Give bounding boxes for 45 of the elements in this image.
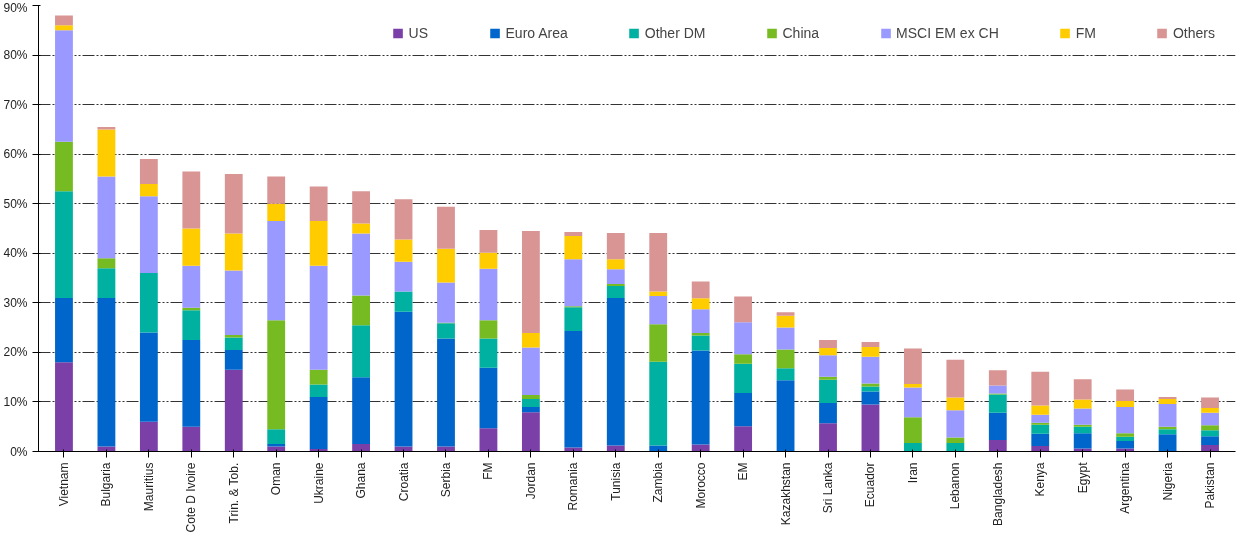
x-tick-label: Egypt <box>1075 461 1090 494</box>
y-tick-label: 90% <box>3 0 28 15</box>
legend-label: US <box>408 25 429 41</box>
x-tick-label: Pakistan <box>1203 462 1218 509</box>
x-tick-label: Kazakhstan <box>778 462 793 526</box>
x-tick-label: Jordan <box>523 462 538 500</box>
legend-label: Other DM <box>644 25 706 41</box>
x-tick-label: Bulgaria <box>99 462 114 507</box>
y-tick-label: 10% <box>3 394 28 409</box>
x-tick-label: Ecuador <box>863 462 878 508</box>
x-tick-label: Ukraine <box>311 462 326 504</box>
x-tick-label: Sri Lanka <box>821 462 836 514</box>
x-tick-label: Mauritius <box>141 462 156 512</box>
x-tick-label: Ghana <box>354 462 369 499</box>
y-tick-label: 20% <box>3 345 28 360</box>
legend-label: MSCI EM ex CH <box>896 25 999 41</box>
legend-label: Euro Area <box>505 25 568 41</box>
x-tick-label: Argentina <box>1118 462 1133 514</box>
x-tick-label: FM <box>481 462 496 480</box>
legend-label: China <box>782 25 820 41</box>
x-tick-label: Vietnam <box>56 462 71 507</box>
legend-label: Others <box>1172 25 1215 41</box>
x-tick-label: Kenya <box>1033 462 1048 497</box>
x-tick-label: Romania <box>566 462 581 511</box>
x-tick-label: Bangladesh <box>990 462 1005 526</box>
y-tick-label: 50% <box>3 196 28 211</box>
x-tick-label: Morocco <box>693 462 708 509</box>
y-tick-label: 60% <box>3 147 28 162</box>
x-tick-label: Cote D Ivoire <box>184 462 199 533</box>
x-tick-label: Oman <box>269 462 284 496</box>
x-tick-label: Tunisia <box>608 462 623 501</box>
x-tick-label: Nigeria <box>1160 462 1175 501</box>
x-tick-label: Trin. & Tob. <box>226 462 241 524</box>
y-tick-label: 0% <box>10 444 28 459</box>
x-tick-label: Iran <box>905 462 920 484</box>
y-tick-label: 40% <box>3 246 28 261</box>
y-tick-label: 30% <box>3 295 28 310</box>
x-tick-label: Serbia <box>438 462 453 498</box>
x-tick-label: Lebanon <box>948 462 963 510</box>
y-tick-label: 80% <box>3 48 28 63</box>
legend-label: FM <box>1075 25 1096 41</box>
y-tick-label: 70% <box>3 97 28 112</box>
x-tick-label: Croatia <box>396 462 411 502</box>
x-tick-label: Zambia <box>651 462 666 503</box>
x-tick-label: EM <box>736 462 751 481</box>
